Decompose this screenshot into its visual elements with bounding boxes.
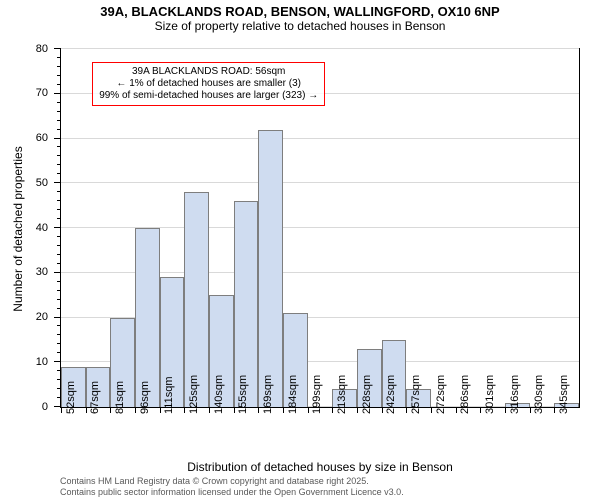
x-tick-mark bbox=[456, 408, 457, 413]
x-tick-mark bbox=[431, 408, 432, 413]
y-minor-tick bbox=[57, 129, 60, 130]
y-tick-mark bbox=[54, 227, 60, 228]
y-minor-tick bbox=[57, 379, 60, 380]
x-tick-label: 155sqm bbox=[237, 375, 249, 414]
x-tick-mark bbox=[505, 408, 506, 413]
x-tick-mark bbox=[234, 408, 235, 413]
y-minor-tick bbox=[57, 254, 60, 255]
annotation-box: 39A BLACKLANDS ROAD: 56sqm ← 1% of detac… bbox=[92, 62, 325, 106]
x-tick-mark bbox=[283, 408, 284, 413]
y-minor-tick bbox=[57, 191, 60, 192]
x-tick-mark bbox=[135, 408, 136, 413]
chart-titles: 39A, BLACKLANDS ROAD, BENSON, WALLINGFOR… bbox=[0, 0, 600, 33]
x-tick-label: 52sqm bbox=[65, 381, 77, 414]
y-minor-tick bbox=[57, 173, 60, 174]
y-minor-tick bbox=[57, 102, 60, 103]
x-tick-label: 257sqm bbox=[410, 375, 422, 414]
x-tick-mark bbox=[332, 408, 333, 413]
y-minor-tick bbox=[57, 236, 60, 237]
y-tick-mark bbox=[54, 317, 60, 318]
y-minor-tick bbox=[57, 263, 60, 264]
x-tick-label: 111sqm bbox=[163, 376, 175, 414]
y-minor-tick bbox=[57, 209, 60, 210]
x-tick-label: 345sqm bbox=[558, 375, 570, 414]
x-tick-label: 213sqm bbox=[336, 375, 348, 414]
y-minor-tick bbox=[57, 200, 60, 201]
x-tick-label: 286sqm bbox=[459, 375, 471, 414]
x-tick-label: 169sqm bbox=[262, 375, 274, 414]
y-minor-tick bbox=[57, 334, 60, 335]
x-tick-label: 184sqm bbox=[287, 375, 299, 414]
chart-title-line2: Size of property relative to detached ho… bbox=[0, 19, 600, 33]
y-minor-tick bbox=[57, 397, 60, 398]
x-tick-mark bbox=[61, 408, 62, 413]
x-axis-label: Distribution of detached houses by size … bbox=[60, 460, 580, 474]
y-axis-label: Number of detached properties bbox=[11, 49, 25, 409]
y-minor-tick bbox=[57, 245, 60, 246]
y-minor-tick bbox=[57, 343, 60, 344]
y-minor-tick bbox=[57, 218, 60, 219]
y-minor-tick bbox=[57, 111, 60, 112]
y-minor-tick bbox=[57, 75, 60, 76]
credit-line1: Contains HM Land Registry data © Crown c… bbox=[60, 476, 404, 487]
x-tick-mark bbox=[406, 408, 407, 413]
y-tick-mark bbox=[54, 93, 60, 94]
y-minor-tick bbox=[57, 308, 60, 309]
x-tick-mark bbox=[110, 408, 111, 413]
x-tick-label: 67sqm bbox=[89, 381, 101, 414]
x-tick-mark bbox=[184, 408, 185, 413]
y-tick-mark bbox=[54, 182, 60, 183]
x-tick-label: 242sqm bbox=[385, 375, 397, 414]
x-tick-label: 199sqm bbox=[311, 375, 323, 414]
x-tick-mark bbox=[357, 408, 358, 413]
x-tick-label: 330sqm bbox=[533, 375, 545, 414]
y-minor-tick bbox=[57, 388, 60, 389]
x-tick-mark bbox=[530, 408, 531, 413]
annotation-line3: 99% of semi-detached houses are larger (… bbox=[99, 90, 318, 102]
x-tick-label: 81sqm bbox=[114, 381, 126, 414]
x-tick-label: 316sqm bbox=[509, 375, 521, 414]
x-tick-mark bbox=[209, 408, 210, 413]
y-tick-mark bbox=[54, 48, 60, 49]
y-minor-tick bbox=[57, 290, 60, 291]
x-tick-label: 96sqm bbox=[139, 381, 151, 414]
plot-area: 39A BLACKLANDS ROAD: 56sqm ← 1% of detac… bbox=[60, 48, 580, 408]
x-tick-label: 125sqm bbox=[188, 375, 200, 414]
x-tick-label: 140sqm bbox=[213, 375, 225, 414]
annotation-line2: ← 1% of detached houses are smaller (3) bbox=[99, 78, 318, 90]
y-minor-tick bbox=[57, 155, 60, 156]
y-tick-mark bbox=[54, 361, 60, 362]
y-minor-tick bbox=[57, 84, 60, 85]
x-tick-mark bbox=[308, 408, 309, 413]
y-minor-tick bbox=[57, 120, 60, 121]
y-minor-tick bbox=[57, 352, 60, 353]
bar bbox=[258, 130, 283, 407]
x-tick-mark bbox=[382, 408, 383, 413]
y-minor-tick bbox=[57, 281, 60, 282]
y-tick-mark bbox=[54, 406, 60, 407]
x-tick-label: 301sqm bbox=[484, 375, 496, 414]
x-tick-mark bbox=[480, 408, 481, 413]
y-minor-tick bbox=[57, 57, 60, 58]
x-tick-mark bbox=[86, 408, 87, 413]
y-minor-tick bbox=[57, 66, 60, 67]
x-tick-label: 228sqm bbox=[361, 375, 373, 414]
y-minor-tick bbox=[57, 325, 60, 326]
x-tick-label: 272sqm bbox=[435, 375, 447, 414]
credit-line2: Contains public sector information licen… bbox=[60, 487, 404, 498]
annotation-line1: 39A BLACKLANDS ROAD: 56sqm bbox=[99, 66, 318, 78]
y-minor-tick bbox=[57, 164, 60, 165]
credit-text: Contains HM Land Registry data © Crown c… bbox=[60, 476, 404, 498]
chart-title-line1: 39A, BLACKLANDS ROAD, BENSON, WALLINGFOR… bbox=[0, 4, 600, 19]
y-tick-mark bbox=[54, 272, 60, 273]
x-tick-mark bbox=[554, 408, 555, 413]
x-tick-mark bbox=[160, 408, 161, 413]
chart-container: 39A, BLACKLANDS ROAD, BENSON, WALLINGFOR… bbox=[0, 0, 600, 500]
x-tick-mark bbox=[258, 408, 259, 413]
y-minor-tick bbox=[57, 299, 60, 300]
y-minor-tick bbox=[57, 146, 60, 147]
y-minor-tick bbox=[57, 370, 60, 371]
y-tick-mark bbox=[54, 138, 60, 139]
